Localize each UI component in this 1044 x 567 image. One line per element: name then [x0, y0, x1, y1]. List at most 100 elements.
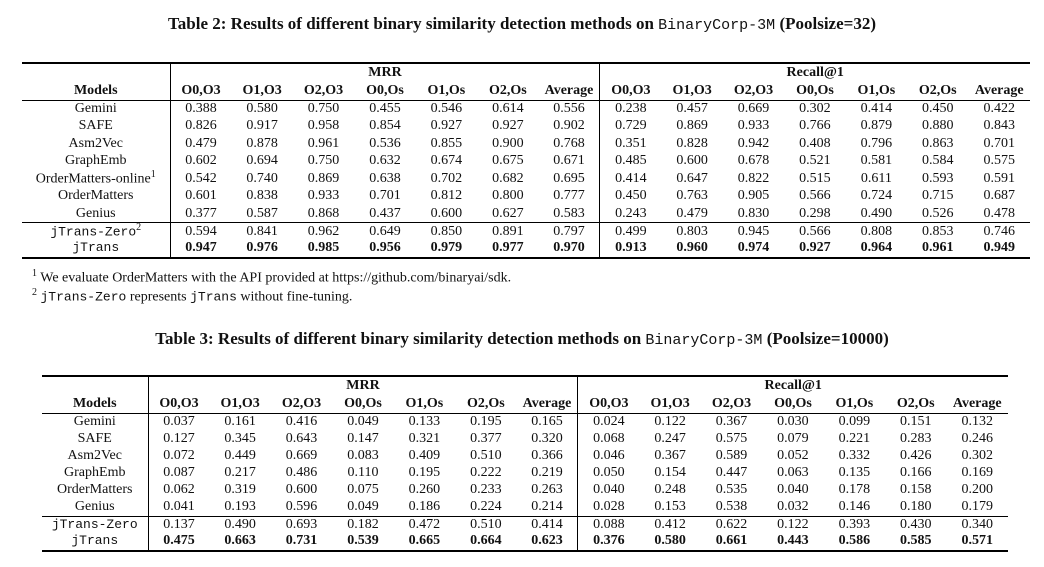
value-cell: 0.233 — [470, 482, 502, 498]
value-cell: 0.661 — [700, 533, 763, 552]
value-cell: 0.627 — [492, 205, 524, 221]
value-cell: 0.826 — [169, 117, 232, 135]
value-cell: 0.443 — [762, 533, 824, 552]
value-cell: 0.763 — [676, 188, 708, 204]
model-cell: Genius — [22, 205, 170, 223]
footnote-code: jTrans-Zero — [40, 289, 127, 305]
model-name: Gemini — [73, 413, 116, 429]
group-header: Recall@1 — [599, 62, 1030, 82]
value-cell: 0.580 — [639, 533, 701, 552]
value-cell: 0.377 — [470, 430, 502, 446]
value-cell: 0.682 — [492, 170, 524, 186]
footnote-marker: 2 — [32, 287, 37, 298]
group-header: MRR — [169, 62, 600, 82]
model-cell: GraphEmb — [22, 153, 170, 171]
value-cell: 0.879 — [860, 118, 893, 134]
caption-text: Table 2: Results of different binary sim… — [168, 14, 654, 33]
column-header: O1,O3 — [639, 395, 701, 414]
column-header: O2,Os — [455, 395, 517, 414]
model-name: Genius — [75, 205, 116, 221]
value-cell: 0.958 — [307, 118, 340, 134]
value-cell: 0.979 — [415, 240, 478, 259]
value-cell: 0.366 — [531, 447, 563, 463]
value-cell: 0.729 — [599, 117, 662, 135]
value-cell: 0.584 — [922, 153, 954, 169]
value-cell: 0.388 — [169, 100, 232, 118]
column-header: O1,O3 — [661, 82, 723, 101]
value-cell: 0.841 — [231, 222, 293, 240]
value-cell: 0.037 — [147, 413, 210, 431]
value-cell: 0.200 — [961, 482, 993, 498]
value-cell: 0.977 — [477, 240, 539, 259]
value-cell: 0.583 — [553, 205, 585, 221]
value-cell: 0.917 — [246, 118, 278, 134]
value-cell: 0.566 — [799, 188, 831, 204]
value-cell: 0.260 — [408, 482, 441, 498]
value-cell: 0.526 — [922, 205, 954, 221]
value-cell: 0.479 — [169, 135, 232, 153]
value-cell: 0.974 — [722, 240, 785, 259]
value-cell: 0.855 — [430, 135, 463, 151]
table-row: jTrans-Zero 0.137 0.490 0.693 0.182 0.472 0.51… — [42, 515, 1008, 534]
value-cell: 0.956 — [354, 240, 416, 259]
value-cell: 0.351 — [599, 135, 662, 153]
value-cell: 0.900 — [492, 135, 524, 151]
value-cell: 0.515 — [799, 170, 831, 186]
value-cell: 0.546 — [430, 101, 463, 116]
value-cell: 0.854 — [369, 118, 401, 134]
model-name: Asm2Vec — [68, 135, 123, 151]
value-cell: 0.740 — [246, 170, 278, 186]
value-cell: 0.246 — [961, 430, 993, 446]
table-row: OrderMatters-online1 0.542 0.740 0.869 0.638… — [22, 170, 1030, 188]
value-cell: 0.083 — [347, 447, 379, 463]
value-cell: 0.947 — [169, 240, 232, 259]
value-cell: 0.075 — [347, 482, 379, 498]
footnote-text: We evaluate OrderMatters with the API pr… — [40, 270, 512, 286]
value-cell: 0.665 — [393, 533, 456, 552]
value-cell: 0.643 — [285, 430, 318, 446]
table-row: OrderMatters 0.062 0.319 0.600 0.075 0.260 0.2… — [42, 481, 1008, 499]
model-name: OrderMatters — [58, 188, 134, 204]
value-cell: 0.902 — [553, 118, 585, 134]
results-table: MRR Recall@1 Models O0,O3 O1,O3 O2,O3 O0,Os O1,… — [22, 62, 1030, 259]
column-header: O2,Os — [907, 82, 969, 101]
value-cell: 0.746 — [968, 222, 1030, 240]
column-header: Models — [42, 395, 148, 414]
value-cell: 0.063 — [777, 465, 809, 481]
value-cell: 0.049 — [347, 413, 379, 429]
value-cell: 0.430 — [885, 515, 947, 534]
column-header: Average — [538, 82, 600, 101]
note-marker: 1 — [150, 170, 156, 181]
value-cell: 0.828 — [676, 135, 708, 151]
value-cell: 0.669 — [285, 447, 318, 463]
value-cell: 0.450 — [922, 101, 954, 116]
value-cell: 0.024 — [577, 413, 640, 431]
value-cell: 0.479 — [676, 205, 708, 221]
value-cell: 0.581 — [860, 153, 893, 169]
value-cell: 0.165 — [531, 413, 563, 429]
value-cell: 0.367 — [715, 413, 748, 429]
header-row: Models O0,O3 O1,O3 O2,O3 O0,Os O1,Os O2,Os Aver… — [22, 82, 1030, 101]
value-cell: 0.122 — [654, 413, 686, 429]
value-cell: 0.049 — [347, 499, 379, 515]
value-cell: 0.122 — [762, 515, 824, 534]
column-header: O0,Os — [784, 82, 846, 101]
value-cell: 0.663 — [209, 533, 271, 552]
value-cell: 0.224 — [470, 499, 502, 515]
group-row: MRR Recall@1 — [42, 375, 1008, 395]
value-cell: 0.110 — [347, 465, 379, 481]
value-cell: 0.146 — [838, 499, 871, 515]
value-cell: 0.263 — [531, 482, 563, 498]
footnote-code: jTrans — [190, 289, 237, 305]
value-cell: 0.766 — [799, 118, 831, 134]
value-cell: 0.589 — [715, 447, 748, 463]
value-cell: 0.490 — [860, 205, 893, 221]
value-cell: 0.853 — [907, 222, 969, 240]
value-cell: 0.447 — [715, 465, 748, 481]
value-cell: 0.135 — [838, 465, 871, 481]
value-cell: 0.596 — [285, 499, 318, 515]
value-cell: 0.602 — [169, 152, 232, 170]
value-cell: 0.800 — [492, 188, 524, 204]
value-cell: 0.942 — [737, 135, 770, 151]
value-cell: 0.248 — [654, 482, 686, 498]
